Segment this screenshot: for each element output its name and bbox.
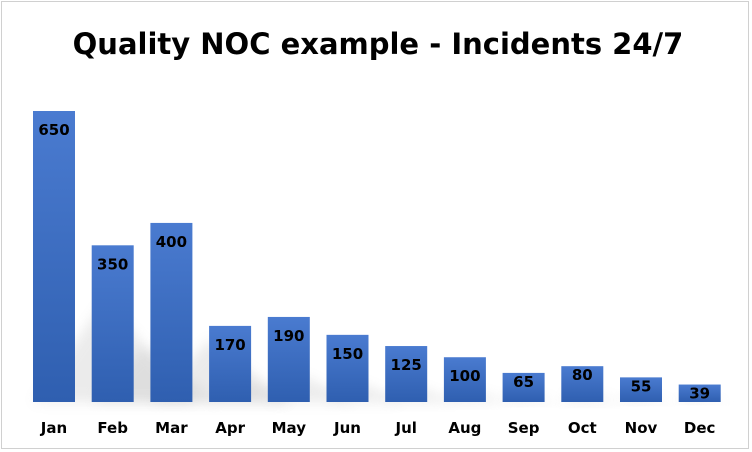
bar-dec (678, 384, 721, 402)
data-label-jun: 150 (332, 345, 363, 363)
x-axis-ticks: Jan Feb Mar Apr May Jun Jul Aug Sep Oct Nov Dec (40, 419, 716, 437)
x-tick-oct: Oct (568, 419, 597, 437)
x-tick-sep: Sep (508, 419, 540, 437)
x-tick-feb: Feb (97, 419, 128, 437)
x-tick-nov: Nov (625, 419, 658, 437)
data-label-oct: 80 (572, 366, 593, 384)
bar-mar (150, 222, 193, 402)
x-tick-mar: Mar (155, 419, 188, 437)
chart-title: Quality NOC example - Incidents 24/7 (73, 27, 684, 61)
bar-jan (33, 111, 75, 402)
bar-labels: 650 350 400 170 190 150 125 100 65 80 55 39 (38, 121, 710, 403)
x-tick-jul: Jul (394, 419, 416, 437)
data-label-jan: 650 (38, 121, 69, 139)
data-label-feb: 350 (97, 255, 128, 273)
data-label-dec: 39 (689, 385, 710, 403)
data-label-may: 190 (273, 327, 304, 345)
bar-sep (502, 372, 545, 402)
bar-jul (385, 346, 428, 402)
x-tick-jan: Jan (40, 419, 67, 437)
data-label-nov: 55 (631, 377, 652, 395)
bar-feb (91, 245, 134, 402)
x-tick-jun: Jun (333, 419, 361, 437)
bar-jun (326, 334, 369, 402)
bar-apr (209, 325, 252, 402)
x-tick-apr: Apr (215, 419, 245, 437)
x-tick-aug: Aug (448, 419, 481, 437)
x-tick-may: May (272, 419, 307, 437)
data-label-mar: 400 (156, 233, 187, 251)
bars (33, 111, 721, 402)
bar-aug (443, 357, 486, 402)
bar-nov (620, 377, 662, 402)
data-label-sep: 65 (513, 373, 534, 391)
x-tick-dec: Dec (684, 419, 716, 437)
data-label-aug: 100 (449, 367, 480, 385)
bar-oct (561, 366, 604, 402)
data-label-apr: 170 (214, 336, 245, 354)
bar-may (267, 316, 310, 402)
data-label-jul: 125 (391, 356, 422, 374)
